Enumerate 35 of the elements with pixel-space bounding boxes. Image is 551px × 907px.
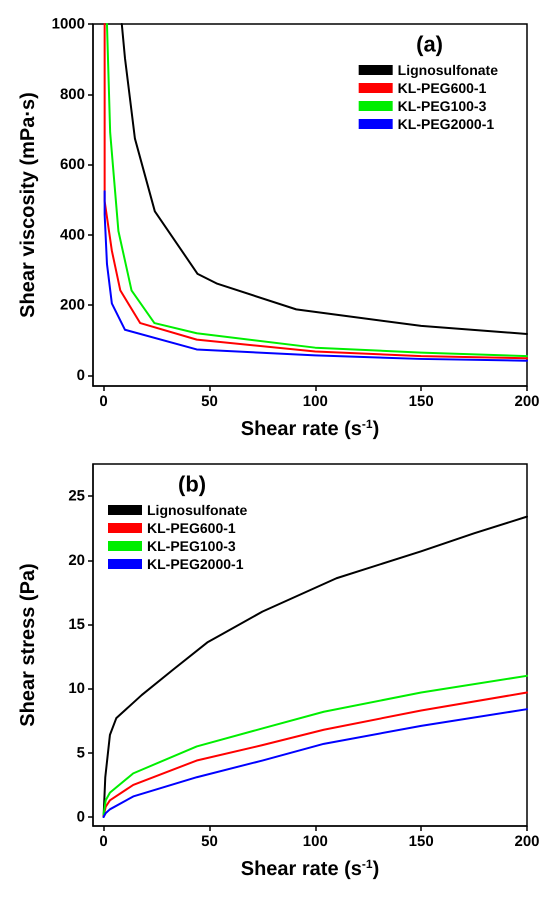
x-tick-label: 100 <box>302 833 328 850</box>
y-axis-title: Shear viscosity (mPa·s) <box>17 92 39 318</box>
legend-label: KL-PEG2000-1 <box>147 556 244 572</box>
chart-title: (a) <box>416 32 444 56</box>
y-tick-label: 600 <box>60 156 85 174</box>
y-tick-label: 0 <box>76 366 85 384</box>
y-axis-title: Shear stress (Pa) <box>17 563 39 727</box>
y-tick-label: 0 <box>76 808 85 826</box>
legend-label: KL-PEG2000-1 <box>398 116 494 132</box>
x-tick-label: 200 <box>514 833 540 850</box>
y-tick-label: 15 <box>68 616 85 633</box>
y-tick-label: 1000 <box>52 16 85 32</box>
legend-label: KL-PEG600-1 <box>147 520 236 536</box>
legend-label: KL-PEG100-3 <box>147 538 236 554</box>
y-tick-label: 10 <box>68 680 85 698</box>
x-tick-label: 0 <box>99 393 108 410</box>
x-tick-label: 150 <box>408 833 434 850</box>
y-tick-label: 400 <box>60 226 85 244</box>
y-tick-label: 800 <box>60 86 85 103</box>
chart-title: (b) <box>178 472 206 496</box>
legend-label: Lignosulfonate <box>398 62 498 78</box>
legend-label: KL-PEG100-3 <box>398 98 487 114</box>
x-tick-label: 50 <box>201 393 218 410</box>
legend-label: KL-PEG600-1 <box>398 80 487 96</box>
y-tick-label: 20 <box>68 552 85 569</box>
x-tick-label: 0 <box>99 833 108 850</box>
y-tick-label: 25 <box>68 488 85 505</box>
x-tick-label: 100 <box>302 393 328 410</box>
y-tick-label: 200 <box>60 296 85 314</box>
line-series <box>104 190 528 362</box>
x-tick-label: 150 <box>408 393 434 410</box>
x-tick-label: 50 <box>201 833 218 850</box>
y-tick-label: 5 <box>76 744 85 762</box>
legend-label: Lignosulfonate <box>147 502 248 518</box>
x-tick-label: 200 <box>514 393 540 410</box>
